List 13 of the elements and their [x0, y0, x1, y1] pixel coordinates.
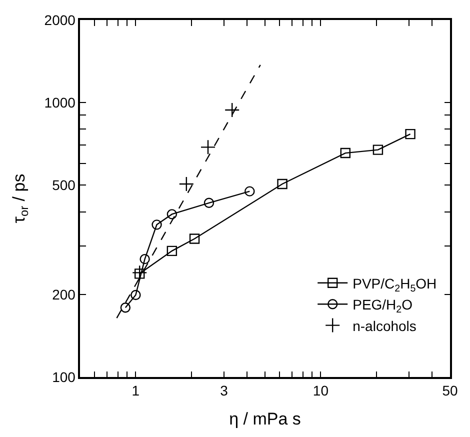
x-tick-label: 10 [312, 382, 329, 399]
x-axis-title: η / mPa s [229, 409, 301, 428]
legend-label: PVP/C$_{2}$H$_{5}$OH [352, 275, 437, 294]
y-tick-label: 500 [52, 177, 76, 194]
x-tick-label: 50 [442, 382, 458, 399]
x-tick-label: 1 [132, 382, 140, 399]
y-tick-label: 2000 [44, 12, 76, 28]
y-tick-label: 200 [52, 286, 76, 302]
legend-label: PEG/H$_{2}$O [352, 296, 413, 316]
x-tick-label: 3 [220, 382, 228, 399]
y-tick-label: 100 [52, 368, 76, 385]
y-tick-label: 1000 [44, 94, 76, 110]
legend-label: n-alcohols [352, 318, 416, 334]
